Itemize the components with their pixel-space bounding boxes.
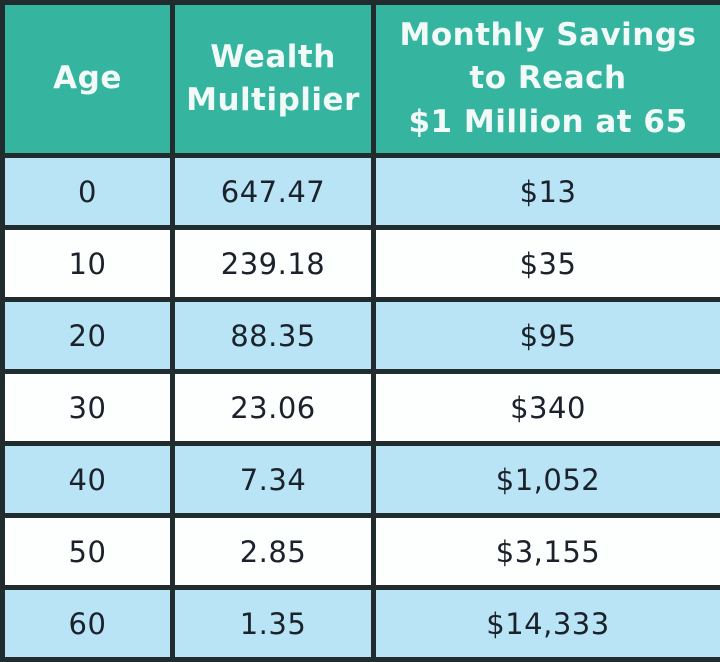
table-body: 0 647.47 $13 10 239.18 $35 20 88.35 $95 … — [0, 153, 720, 662]
age-cell: 20 — [0, 297, 175, 374]
multiplier-cell: 88.35 — [170, 297, 376, 374]
header-row: Age Wealth Multiplier Monthly Savings to… — [0, 0, 720, 158]
savings-cell: $13 — [371, 153, 720, 230]
multiplier-cell: 23.06 — [170, 369, 376, 446]
multiplier-cell: 239.18 — [170, 225, 376, 302]
table-row: 50 2.85 $3,155 — [0, 513, 720, 590]
multiplier-cell: 2.85 — [170, 513, 376, 590]
table-row: 20 88.35 $95 — [0, 297, 720, 374]
age-cell: 0 — [0, 153, 175, 230]
age-cell: 10 — [0, 225, 175, 302]
table-row: 40 7.34 $1,052 — [0, 441, 720, 518]
multiplier-cell: 1.35 — [170, 585, 376, 662]
savings-cell: $35 — [371, 225, 720, 302]
savings-cell: $340 — [371, 369, 720, 446]
savings-cell: $3,155 — [371, 513, 720, 590]
col-header-wealth-multiplier: Wealth Multiplier — [170, 0, 376, 158]
table-row: 10 239.18 $35 — [0, 225, 720, 302]
age-cell: 50 — [0, 513, 175, 590]
age-cell: 60 — [0, 585, 175, 662]
table-header: Age Wealth Multiplier Monthly Savings to… — [0, 0, 720, 158]
table-row: 60 1.35 $14,333 — [0, 585, 720, 662]
col-header-age: Age — [0, 0, 175, 158]
table-row: 30 23.06 $340 — [0, 369, 720, 446]
savings-cell: $1,052 — [371, 441, 720, 518]
savings-cell: $95 — [371, 297, 720, 374]
col-header-monthly-savings: Monthly Savings to Reach $1 Million at 6… — [371, 0, 720, 158]
savings-cell: $14,333 — [371, 585, 720, 662]
multiplier-cell: 7.34 — [170, 441, 376, 518]
multiplier-cell: 647.47 — [170, 153, 376, 230]
table-row: 0 647.47 $13 — [0, 153, 720, 230]
age-cell: 40 — [0, 441, 175, 518]
age-cell: 30 — [0, 369, 175, 446]
